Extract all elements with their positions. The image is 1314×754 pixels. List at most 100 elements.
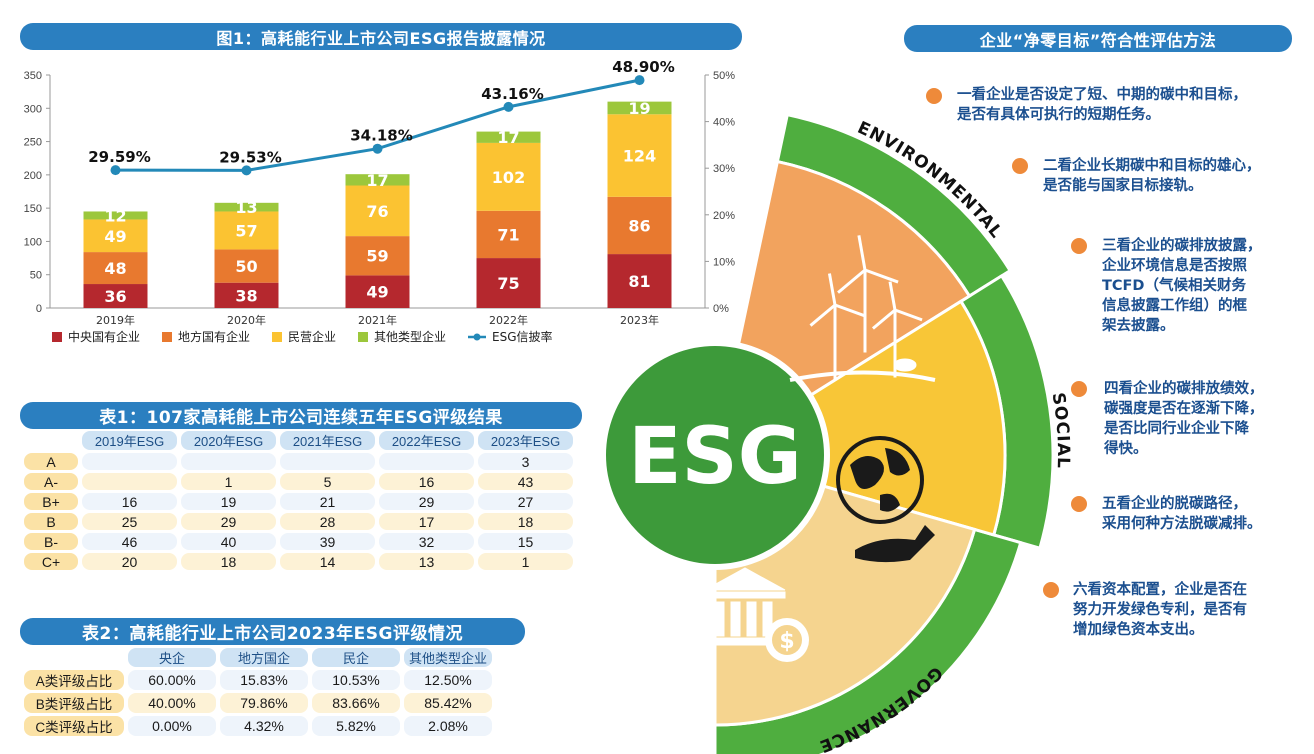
table-cell: 85.42% — [404, 693, 492, 713]
table-cell: 16 — [379, 473, 474, 490]
table-cell: 83.66% — [312, 693, 400, 713]
social-sector — [801, 299, 1007, 537]
method-bullet-icon — [1043, 582, 1059, 598]
bar-segment — [607, 101, 672, 115]
bar-segment — [345, 185, 410, 237]
esg-rate-label: 48.90% — [612, 58, 674, 76]
bar-segment — [214, 202, 279, 212]
column-header: 2021年ESG — [280, 431, 375, 450]
bar-value-label: 81 — [628, 272, 650, 291]
table-cell: 10.53% — [312, 670, 400, 690]
bar-segment — [607, 196, 672, 255]
bar-value-label: 50 — [235, 257, 257, 276]
table-cell: 1 — [478, 553, 573, 570]
y-left-tick-label: 100 — [24, 236, 42, 248]
bar-value-label: 71 — [497, 225, 519, 244]
method-item: 六看资本配置，企业是否在 努力开发绿色专利，是否有 增加绿色资本支出。 — [1073, 582, 1247, 638]
row-header: B — [24, 513, 78, 530]
bar-value-label: 49 — [104, 227, 126, 246]
social-ring — [958, 273, 1055, 551]
row-header: A — [24, 453, 78, 470]
table-cell: 5 — [280, 473, 375, 490]
table-cell — [82, 473, 177, 490]
bar-value-label: 19 — [628, 99, 650, 118]
table-cell: 28 — [280, 513, 375, 530]
table-cell: 0.00% — [128, 716, 216, 736]
column-header: 2019年ESG — [82, 431, 177, 450]
table-cell: 2.08% — [404, 716, 492, 736]
table-row: C+ 20 18 14 13 1 — [24, 553, 573, 570]
table-row: B+ 16 19 21 29 27 — [24, 493, 573, 510]
bar-segment — [476, 142, 541, 211]
legend-label: 民营企业 — [288, 329, 336, 344]
esg-rate-point — [372, 143, 383, 154]
table-cell: 29 — [379, 493, 474, 510]
legend-label: ESG信披率 — [492, 329, 553, 344]
bar-segment — [83, 219, 148, 253]
row-header: C类评级占比 — [24, 716, 124, 736]
row-header: A- — [24, 473, 78, 490]
method-title: 企业“净零目标”符合性评估方法 — [904, 25, 1292, 52]
table-corner — [24, 648, 124, 667]
bar-segment — [476, 131, 541, 143]
method-bullet-icon — [1071, 238, 1087, 254]
globe-hand-icon — [836, 436, 935, 563]
esg-rating-table-1: 2019年ESG 2020年ESG 2021年ESG 2022年ESG 2023年ESG… — [20, 428, 577, 573]
environmental-ring — [775, 112, 1013, 299]
table-cell: 5.82% — [312, 716, 400, 736]
bar-segment — [83, 252, 148, 285]
table-corner — [24, 431, 78, 450]
table-row: A- 1 5 16 43 — [24, 473, 573, 490]
bar-value-label: 17 — [497, 128, 519, 147]
esg-rate-label: 34.18% — [350, 127, 412, 145]
y-left-tick-label: 350 — [24, 70, 42, 82]
column-header: 地方国企 — [220, 648, 308, 667]
x-tick-label: 2021年 — [358, 313, 397, 327]
table-cell: 40 — [181, 533, 276, 550]
y-left-tick-label: 0 — [36, 303, 42, 315]
legend-swatch — [162, 332, 172, 342]
y-right-tick-label: 10% — [713, 256, 735, 268]
table-cell: 39 — [280, 533, 375, 550]
svg-text:$: $ — [779, 629, 794, 654]
table-cell: 43 — [478, 473, 573, 490]
table-cell: 12.50% — [404, 670, 492, 690]
table-cell: 18 — [181, 553, 276, 570]
esg-rate-point — [110, 165, 121, 176]
bar-value-label: 75 — [497, 274, 519, 293]
method-item: 三看企业的碳排放披露， 企业环境信息是否按照 TCFD（气候相关财务 信息披露工… — [1102, 238, 1262, 334]
bar-segment — [214, 249, 279, 283]
esg-rate-label: 29.53% — [219, 148, 281, 166]
bar-value-label: 102 — [492, 168, 525, 187]
legend-swatch — [52, 332, 62, 342]
table-cell: 15.83% — [220, 670, 308, 690]
bar-segment — [607, 114, 672, 197]
table-cell: 46 — [82, 533, 177, 550]
bar-value-label: 17 — [366, 171, 388, 190]
esg-rate-label: 29.59% — [88, 148, 150, 166]
wind-turbine-icon — [789, 235, 936, 382]
row-header: A类评级占比 — [24, 670, 124, 690]
y-right-tick-label: 40% — [713, 117, 735, 129]
table-cell: 32 — [379, 533, 474, 550]
legend-label: 其他类型企业 — [374, 329, 446, 344]
bar-segment — [83, 284, 148, 308]
column-header: 2023年ESG — [478, 431, 573, 450]
table-row: B 25 29 28 17 18 — [24, 513, 573, 530]
column-header: 2022年ESG — [379, 431, 474, 450]
figure-1-title: 图1：高耗能行业上市公司ESG报告披露情况 — [20, 23, 742, 50]
bar-value-label: 13 — [235, 198, 257, 217]
bar-value-label: 38 — [235, 286, 257, 305]
table-cell: 40.00% — [128, 693, 216, 713]
method-bullet-icon — [1071, 496, 1087, 512]
table-cell: 16 — [82, 493, 177, 510]
table-row: A类评级占比 60.00% 15.83% 10.53% 12.50% — [24, 670, 492, 690]
row-header: B- — [24, 533, 78, 550]
social-label: SOCIAL — [1048, 391, 1073, 469]
governance-ring — [713, 527, 1023, 754]
column-header: 2020年ESG — [181, 431, 276, 450]
table-cell: 27 — [478, 493, 573, 510]
esg-disclosure-chart: 0 50 100 150 200 250 300 350 0% 10% 20% 30% 40% 50% 36… — [24, 58, 736, 344]
bar-value-label: 76 — [366, 202, 388, 221]
